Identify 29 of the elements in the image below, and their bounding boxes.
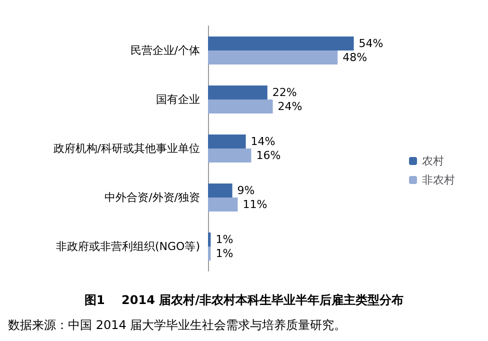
y-tick-label: 中外合资/外资/独资 (104, 191, 200, 204)
y-tick-label: 民营企业/个体 (130, 44, 200, 57)
legend-label: 农村 (422, 154, 444, 168)
bar (208, 148, 252, 162)
data-label: 9% (237, 184, 255, 197)
bar (208, 246, 211, 260)
bar (208, 86, 268, 100)
y-tick-label: 国有企业 (156, 93, 200, 106)
bar (208, 198, 238, 212)
data-label: 11% (242, 198, 268, 211)
data-label: 1% (216, 247, 234, 260)
bar (208, 232, 211, 246)
data-label: 16% (256, 149, 281, 162)
bar (208, 134, 246, 148)
source-note: 数据来源：中国 2014 届大学毕业生社会需求与培养质量研究。 (8, 318, 346, 332)
bar (208, 36, 354, 50)
text: 图1 2014 届农村/非农村本科生毕业半年后雇主类型分布 (84, 293, 404, 307)
data-label: 22% (272, 86, 297, 99)
y-tick-label: 政府机构/科研或其他事业单位 (53, 142, 200, 155)
bar (208, 100, 273, 114)
data-label: 54% (358, 37, 384, 50)
y-tick-label: 非政府或非营利组织(NGO等) (56, 240, 200, 253)
data-label: 24% (278, 100, 302, 113)
data-label: 1% (216, 233, 234, 246)
bar (208, 184, 232, 198)
legend-label: 非农村 (422, 174, 455, 186)
bar (208, 50, 338, 64)
data-label: 14% (250, 135, 276, 148)
data-label: 48% (342, 51, 368, 64)
